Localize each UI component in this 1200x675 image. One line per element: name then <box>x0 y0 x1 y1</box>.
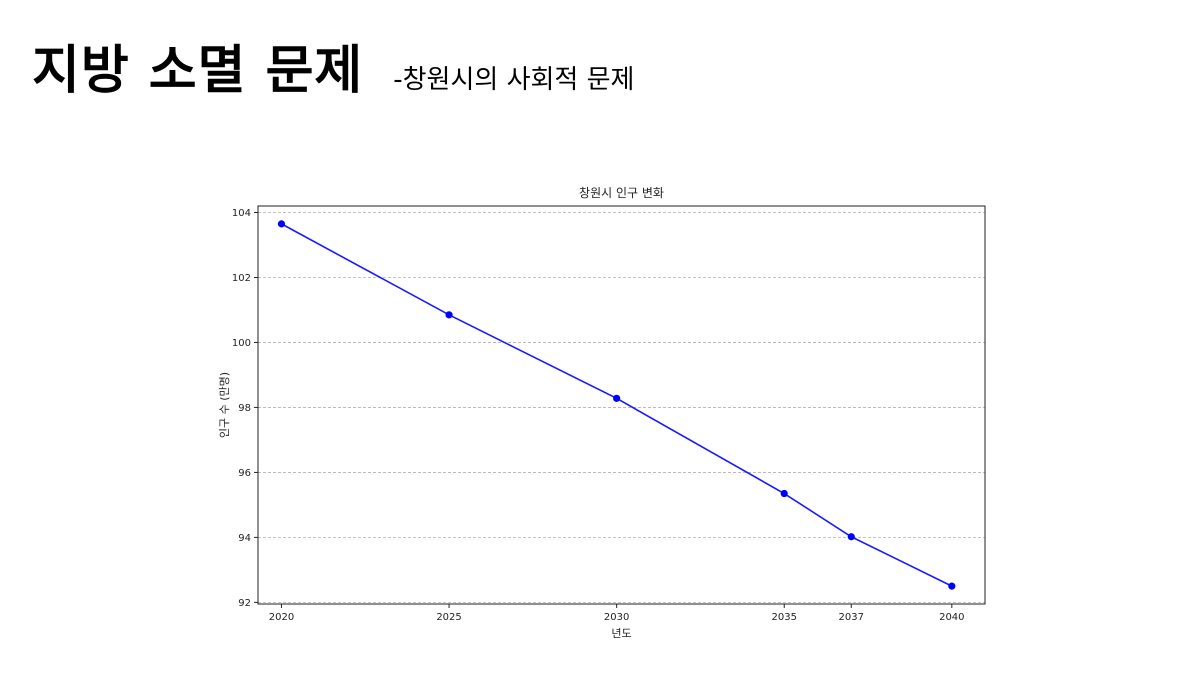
y-tick-label: 104 <box>232 208 251 219</box>
slide-subtitle: -창원시의 사회적 문제 <box>393 65 635 95</box>
plot-frame <box>257 205 986 605</box>
x-tick-label: 2035 <box>772 612 797 623</box>
x-tick-label: 2040 <box>939 612 964 623</box>
data-point <box>277 220 286 228</box>
slide-title: 지방 소멸 문제 <box>32 41 364 101</box>
population-line-chart: 92 94 96 98 100 102 104 2020 2025 2030 2035 2037 204… <box>218 186 986 640</box>
y-tick-label: 102 <box>232 273 251 284</box>
slide-header: 지방 소멸 문제 -창원시의 사회적 문제 <box>32 28 634 103</box>
data-point <box>445 311 453 319</box>
x-tick-label: 2037 <box>839 612 864 623</box>
y-axis-label: 인구 수 (만명) <box>218 372 231 438</box>
data-point <box>613 394 621 402</box>
y-tick-label: 92 <box>238 598 251 609</box>
data-point <box>948 582 956 590</box>
x-tick-label: 2025 <box>436 612 461 623</box>
chart-title: 창원시 인구 변화 <box>579 186 664 200</box>
data-point <box>780 489 788 498</box>
y-tick-label: 98 <box>238 403 251 414</box>
y-tick-label: 96 <box>238 468 251 479</box>
y-tick-label: 100 <box>232 338 251 349</box>
x-axis-label: 년도 <box>611 627 631 640</box>
y-tick-label: 94 <box>238 533 251 544</box>
x-tick-label: 2030 <box>604 612 629 623</box>
population-series-line <box>281 223 953 587</box>
data-point <box>847 533 855 541</box>
x-tick-label: 2020 <box>269 612 294 623</box>
